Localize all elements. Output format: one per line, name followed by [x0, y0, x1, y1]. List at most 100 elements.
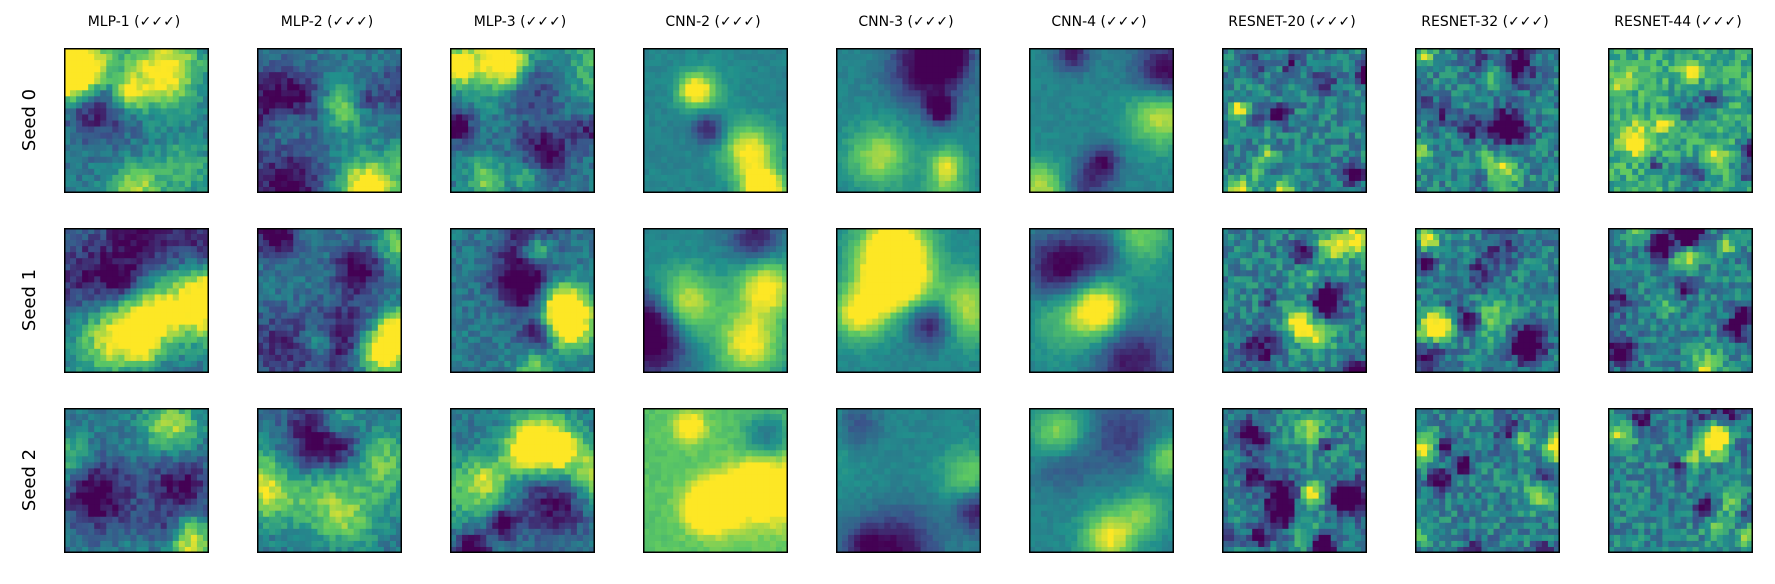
heatmap-cell: [100, 120, 107, 127]
heatmap-cell: [474, 78, 481, 85]
heatmap-cell: [896, 186, 903, 193]
heatmap-cell: [1083, 168, 1090, 176]
heatmap-cell: [1499, 132, 1507, 140]
heatmap-cell: [1282, 132, 1289, 140]
heatmap-cell: [944, 60, 952, 67]
heatmap-cell: [377, 108, 385, 115]
heatmap-cell: [1264, 84, 1271, 91]
heatmap-cell: [956, 60, 964, 67]
heatmap-cell: [353, 120, 361, 127]
heatmap-cell: [938, 72, 946, 79]
heatmap-cell: [1481, 132, 1488, 140]
heatmap-cell: [510, 180, 517, 188]
heatmap-cell: [1451, 60, 1458, 67]
heatmap-cell: [691, 108, 698, 115]
heatmap-cell: [329, 114, 336, 121]
heatmap-cell: [1481, 90, 1488, 97]
heatmap-cell: [1650, 114, 1657, 121]
heatmap-cell: [1071, 72, 1078, 79]
heatmap-cell: [1686, 84, 1693, 91]
heatmap-cell: [1306, 120, 1314, 127]
heatmap-cell: [311, 96, 318, 103]
heatmap-cell: [1499, 54, 1507, 61]
heatmap-cell: [1101, 54, 1108, 61]
heatmap-cell: [1143, 102, 1151, 109]
heatmap-cell: [673, 174, 680, 182]
heatmap-cell: [1095, 102, 1102, 109]
heatmap-cell: [1511, 126, 1519, 133]
heatmap-cell: [148, 126, 156, 133]
heatmap-cell: [1252, 162, 1259, 170]
heatmap-cell: [1493, 162, 1500, 170]
heatmap-cell: [64, 126, 71, 133]
heatmap-cell: [377, 114, 385, 121]
heatmap-cell: [1131, 54, 1139, 61]
heatmap-cell: [389, 84, 397, 91]
heatmap-cell: [914, 126, 921, 133]
heatmap-cell: [1511, 120, 1519, 127]
heatmap-cell: [516, 60, 523, 67]
heatmap-cell: [1342, 180, 1350, 188]
heatmap-cell: [1704, 48, 1712, 55]
heatmap-cell: [1342, 132, 1350, 140]
heatmap-cell: [1668, 66, 1675, 73]
heatmap-cell: [1421, 78, 1428, 85]
heatmap-cell: [697, 126, 704, 133]
heatmap-cell: [1035, 90, 1042, 97]
heatmap-cell: [1059, 174, 1066, 182]
heatmap-cell: [1167, 174, 1174, 182]
heatmap-cell: [751, 186, 759, 193]
heatmap-cell: [1505, 120, 1513, 127]
heatmap-cell: [1306, 102, 1314, 109]
heatmap-cell: [510, 78, 517, 85]
heatmap-cell: [311, 84, 318, 91]
heatmap-cell: [70, 150, 77, 158]
heatmap-cell: [643, 162, 650, 170]
heatmap-cell: [884, 66, 891, 73]
heatmap-cell: [836, 138, 843, 146]
heatmap-cell: [1234, 60, 1241, 67]
heatmap-cell: [739, 168, 747, 176]
heatmap-cell: [956, 78, 964, 85]
heatmap-cell: [341, 150, 349, 158]
heatmap-image: [1029, 48, 1174, 193]
heatmap-cell: [558, 108, 566, 115]
heatmap-cell: [896, 102, 903, 109]
heatmap-cell: [721, 162, 728, 170]
heatmap-cell: [582, 120, 590, 127]
heatmap-cell: [275, 162, 282, 170]
heatmap-cell: [365, 72, 373, 79]
heatmap-cell: [1318, 72, 1326, 79]
heatmap-cell: [353, 132, 361, 140]
heatmap-cell: [365, 126, 373, 133]
heatmap-cell: [715, 72, 722, 79]
heatmap-cell: [781, 54, 788, 61]
heatmap-cell: [757, 126, 765, 133]
heatmap-cell: [353, 84, 361, 91]
heatmap-cell: [450, 132, 457, 140]
heatmap-cell: [323, 150, 330, 158]
heatmap-cell: [154, 72, 162, 79]
heatmap-cell: [1746, 84, 1753, 91]
heatmap-cell: [667, 120, 674, 127]
heatmap-cell: [1415, 72, 1422, 79]
heatmap-cell: [1300, 54, 1307, 61]
heatmap-cell: [184, 126, 192, 133]
heatmap-cell: [962, 108, 970, 115]
heatmap-cell: [383, 156, 391, 164]
heatmap-cell: [751, 174, 759, 182]
heatmap-cell: [1113, 108, 1121, 115]
heatmap-cell: [570, 78, 578, 85]
heatmap-cell: [323, 180, 330, 188]
heatmap-cell: [1734, 126, 1742, 133]
heatmap-cell: [703, 126, 710, 133]
heatmap-cell: [1342, 156, 1350, 164]
heatmap-cell: [1415, 66, 1422, 73]
heatmap-cell: [1433, 60, 1440, 67]
heatmap-cell: [1107, 120, 1114, 127]
heatmap-cell: [667, 78, 674, 85]
heatmap-cell: [558, 60, 566, 67]
heatmap-cell: [950, 60, 958, 67]
heatmap-cell: [456, 66, 463, 73]
heatmap-cell: [697, 150, 704, 158]
